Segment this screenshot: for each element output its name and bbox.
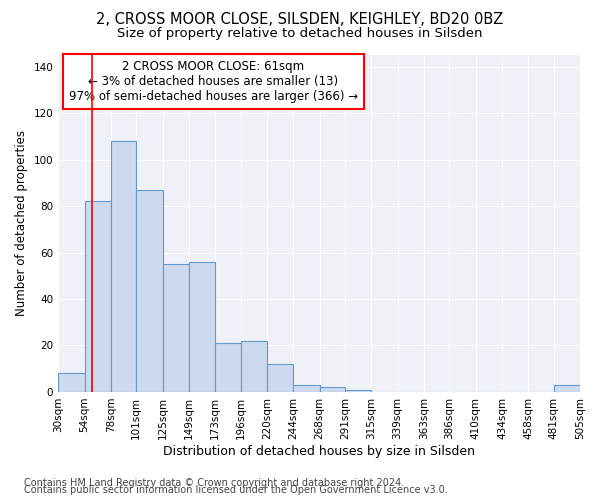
Text: Contains public sector information licensed under the Open Government Licence v3: Contains public sector information licen… — [24, 485, 448, 495]
Text: Contains HM Land Registry data © Crown copyright and database right 2024.: Contains HM Land Registry data © Crown c… — [24, 478, 404, 488]
Bar — [136, 190, 163, 392]
Bar — [189, 262, 215, 392]
Bar — [267, 364, 293, 392]
Text: Size of property relative to detached houses in Silsden: Size of property relative to detached ho… — [117, 28, 483, 40]
Text: 2 CROSS MOOR CLOSE: 61sqm
← 3% of detached houses are smaller (13)
97% of semi-d: 2 CROSS MOOR CLOSE: 61sqm ← 3% of detach… — [68, 60, 358, 103]
Bar — [320, 388, 345, 392]
Bar — [345, 390, 371, 392]
Bar — [554, 385, 580, 392]
Text: 2, CROSS MOOR CLOSE, SILSDEN, KEIGHLEY, BD20 0BZ: 2, CROSS MOOR CLOSE, SILSDEN, KEIGHLEY, … — [97, 12, 503, 28]
Y-axis label: Number of detached properties: Number of detached properties — [15, 130, 28, 316]
Bar — [293, 385, 320, 392]
Bar — [58, 374, 85, 392]
Bar — [85, 202, 111, 392]
X-axis label: Distribution of detached houses by size in Silsden: Distribution of detached houses by size … — [163, 444, 475, 458]
Bar — [215, 343, 241, 392]
Bar — [241, 341, 267, 392]
Bar — [111, 141, 136, 392]
Bar — [163, 264, 189, 392]
